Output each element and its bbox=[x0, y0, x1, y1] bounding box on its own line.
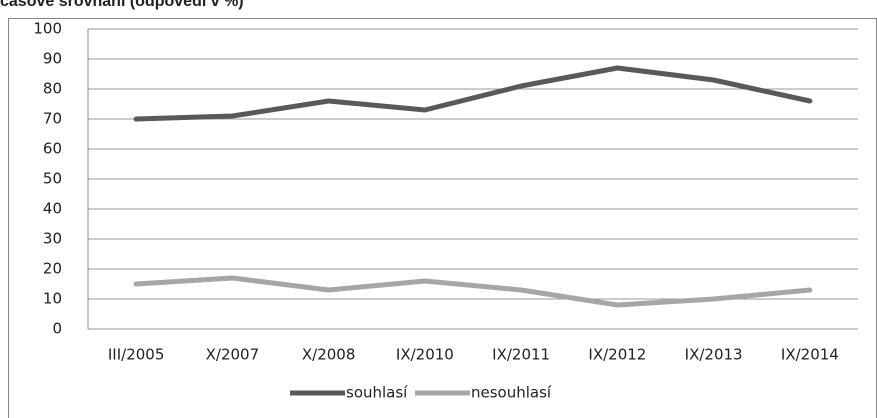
series-line bbox=[133, 65, 813, 122]
x-tick-label: IX/2013 bbox=[685, 346, 743, 364]
y-tick-label: 50 bbox=[43, 170, 62, 188]
y-tick-label: 60 bbox=[43, 140, 62, 158]
y-tick-label: 20 bbox=[43, 260, 62, 278]
x-tick-label: IX/2014 bbox=[781, 346, 839, 364]
y-tick-label: 30 bbox=[43, 230, 62, 248]
series-line bbox=[133, 275, 813, 308]
y-tick-label: 90 bbox=[43, 50, 62, 68]
y-tick-label: 70 bbox=[43, 110, 62, 128]
x-tick-label: III/2005 bbox=[108, 346, 165, 364]
y-tick-label: 100 bbox=[33, 20, 62, 38]
legend-label: nesouhlasí bbox=[471, 384, 552, 402]
x-tick-label: IX/2011 bbox=[492, 346, 550, 364]
y-tick-label: 10 bbox=[43, 290, 62, 308]
y-tick-label: 0 bbox=[52, 320, 62, 338]
x-tick-label: IX/2010 bbox=[396, 346, 454, 364]
chart-title: časové srovnání (odpovědi v %) bbox=[0, 0, 244, 10]
legend-label: souhlasí bbox=[346, 384, 408, 402]
x-tick-label: X/2007 bbox=[206, 346, 260, 364]
y-tick-label: 80 bbox=[43, 80, 62, 98]
x-tick-label: IX/2012 bbox=[588, 346, 646, 364]
y-tick-label: 40 bbox=[43, 200, 62, 218]
x-tick-label: X/2008 bbox=[302, 346, 356, 364]
